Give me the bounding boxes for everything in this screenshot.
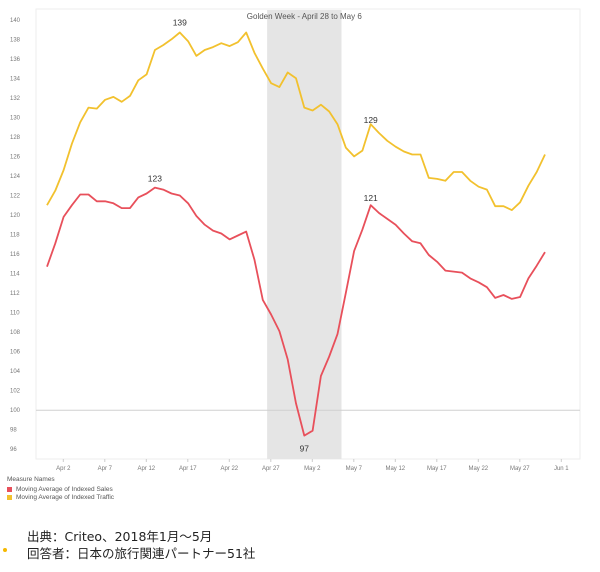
x-tick-label: May 7 [346, 466, 363, 472]
y-tick-label: 114 [10, 272, 20, 278]
x-tick-label: May 12 [385, 466, 405, 472]
y-tick-label: 140 [10, 18, 21, 24]
golden-week-band [267, 10, 342, 459]
x-tick-label: Jun 1 [554, 466, 569, 472]
y-tick-label: 116 [10, 252, 20, 258]
x-tick-label: May 27 [510, 466, 530, 472]
legend-title: Measure Names [7, 476, 55, 483]
x-tick-label: May 17 [427, 466, 447, 472]
legend-swatch-traffic [7, 494, 12, 500]
y-tick-label: 134 [10, 76, 21, 82]
y-tick-label: 120 [10, 213, 21, 219]
y-tick-label: 130 [10, 115, 21, 121]
y-tick-label: 128 [10, 135, 21, 141]
y-tick-label: 106 [10, 350, 21, 356]
y-tick-label: 102 [10, 389, 21, 395]
peak-label: 129 [364, 115, 378, 125]
chart: Golden Week - April 28 to May 6 96 98 100 1… [10, 8, 581, 472]
y-tick-label: 110 [10, 311, 20, 317]
y-tick-label: 124 [10, 174, 21, 180]
x-axis-ticks: Apr 2 Apr 7 Apr 12 Apr 17 Apr 22 Apr 27 May 2 M… [56, 459, 569, 472]
y-tick-label: 118 [10, 233, 20, 239]
respondents-line: 回答者：日本の旅行関連パートナー51社 [27, 546, 256, 561]
line-chart: Golden Week - April 28 to May 6 96 98 100 1… [10, 8, 581, 472]
legend-label-traffic: Moving Average of Indexed Traffic [16, 493, 115, 501]
y-axis-ticks: 96 98 100 102 104 106 108 110 112 114 116 118 120 122… [10, 18, 21, 453]
x-tick-label: Apr 17 [179, 466, 197, 472]
peak-labels: 139 129 123 121 97 [148, 18, 378, 454]
golden-week-label: Golden Week - April 28 to May 6 [247, 12, 363, 21]
series-line-sales [46, 186, 546, 437]
y-tick-label: 126 [10, 154, 21, 160]
y-tick-label: 104 [10, 369, 21, 375]
peak-label: 121 [364, 193, 378, 203]
peak-label: 97 [300, 443, 310, 453]
source-note: 出典：Criteo、2018年1月～5月 回答者：日本の旅行関連パートナー51社 [27, 528, 255, 562]
x-tick-label: Apr 27 [262, 466, 280, 472]
x-tick-label: May 22 [468, 466, 488, 472]
source-line: 出典：Criteo、2018年1月～5月 [27, 529, 213, 544]
series-lines [46, 31, 546, 437]
x-tick-label: Apr 7 [98, 466, 113, 472]
x-tick-label: Apr 12 [137, 466, 155, 472]
x-tick-label: Apr 2 [56, 466, 71, 472]
y-tick-label: 98 [10, 428, 17, 434]
legend-item-traffic: Moving Average of Indexed Traffic [7, 493, 114, 501]
y-tick-label: 100 [10, 408, 21, 414]
x-tick-label: May 2 [304, 466, 321, 472]
x-tick-label: Apr 22 [220, 466, 238, 472]
peak-label: 123 [148, 174, 162, 184]
legend-swatch-sales [7, 486, 12, 492]
y-tick-label: 96 [10, 447, 17, 453]
series-line-traffic [46, 31, 546, 211]
y-tick-label: 122 [10, 193, 21, 199]
y-tick-label: 112 [10, 291, 20, 297]
y-tick-label: 108 [10, 330, 21, 336]
y-tick-label: 132 [10, 96, 21, 102]
legend: Measure Names Moving Average of Indexed … [7, 476, 114, 501]
bullet-dot [3, 548, 7, 552]
legend-item-sales: Moving Average of Indexed Sales [7, 485, 114, 493]
y-tick-label: 136 [10, 57, 21, 63]
legend-label-sales: Moving Average of Indexed Sales [16, 485, 113, 493]
y-tick-label: 138 [10, 37, 21, 43]
peak-label: 139 [173, 18, 187, 28]
